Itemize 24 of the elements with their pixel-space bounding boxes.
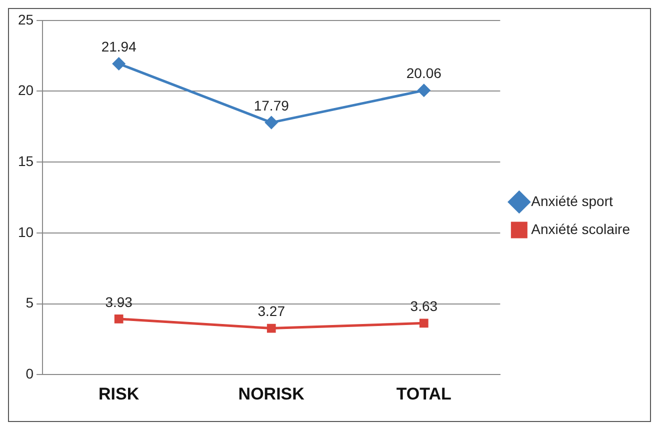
legend-label: Anxiété scolaire bbox=[531, 220, 630, 237]
y-tick-label: 10 bbox=[18, 224, 34, 240]
y-tick-label: 15 bbox=[18, 152, 34, 169]
x-tick-label: RISK bbox=[98, 384, 140, 404]
x-tick-label: NORISK bbox=[238, 384, 306, 404]
point bbox=[266, 324, 276, 333]
chart-frame: Anxiété sport Anxiété scolaire RISK NORISK TOTAL 0 5 10 15 20 25 21.94 17.79 20.06 3.93 3.27 3.63 bbox=[8, 8, 651, 422]
data-label: 17.79 bbox=[254, 97, 290, 114]
y-tick-label: 25 bbox=[18, 11, 34, 28]
point bbox=[114, 314, 124, 324]
data-label: 21.94 bbox=[101, 38, 137, 55]
point bbox=[265, 116, 278, 129]
data-label: 3.27 bbox=[258, 303, 286, 320]
x-tick-label: TOTAL bbox=[396, 384, 452, 404]
y-tick-label: 20 bbox=[18, 82, 34, 98]
data-label: 20.06 bbox=[406, 65, 442, 82]
point bbox=[112, 58, 126, 70]
legend-label: Anxiété sport bbox=[531, 192, 613, 209]
point bbox=[419, 318, 428, 328]
data-label: 3.63 bbox=[410, 298, 438, 314]
point bbox=[418, 84, 430, 97]
data-label: 3.93 bbox=[105, 294, 133, 310]
y-tick-label: 5 bbox=[26, 294, 34, 311]
y-tick-label: 0 bbox=[26, 365, 34, 382]
